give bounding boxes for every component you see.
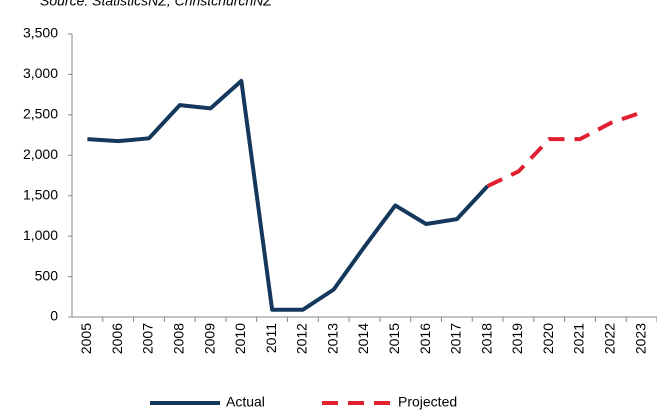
x-tick-label: 2008	[170, 323, 186, 354]
x-tick-label: 2014	[355, 323, 371, 354]
x-tick-label: 2011	[263, 323, 279, 353]
x-tick-label: 2016	[417, 323, 433, 354]
x-tick-label: 2009	[201, 323, 217, 354]
y-tick-label: 2,000	[23, 146, 58, 162]
y-tick-label: 2,500	[23, 106, 58, 122]
y-tick-label: 1,000	[23, 227, 58, 243]
x-tick-label: 2020	[540, 323, 556, 354]
series-line	[486, 110, 643, 188]
x-tick-label: 2017	[448, 323, 464, 354]
legend-label: Actual	[226, 394, 265, 410]
y-tick-label: 3,000	[23, 65, 58, 81]
legend-label: Projected	[398, 394, 457, 410]
x-tick-label: 2006	[109, 323, 125, 354]
x-tick-label: 2018	[478, 323, 494, 354]
x-tick-label: 2015	[386, 323, 402, 354]
x-tick-label: 2013	[324, 323, 340, 354]
y-tick-label: 500	[35, 267, 59, 283]
x-tick-label: 2022	[602, 323, 618, 354]
y-tick-label: 1,500	[23, 186, 58, 202]
x-tick-label: 2005	[78, 323, 94, 354]
x-tick-label: 2012	[294, 323, 310, 354]
y-tick-label: 3,500	[23, 25, 58, 41]
x-tick-label: 2023	[632, 323, 648, 354]
x-tick-label: 2019	[509, 323, 525, 354]
chart-title: Source: StatisticsNZ, ChristchurchNZ	[40, 0, 272, 9]
x-tick-label: 2021	[571, 323, 587, 354]
x-tick-label: 2010	[232, 323, 248, 354]
series-line	[87, 78, 490, 312]
x-tick-label: 2007	[140, 323, 156, 354]
y-tick-label: 0	[50, 308, 58, 324]
